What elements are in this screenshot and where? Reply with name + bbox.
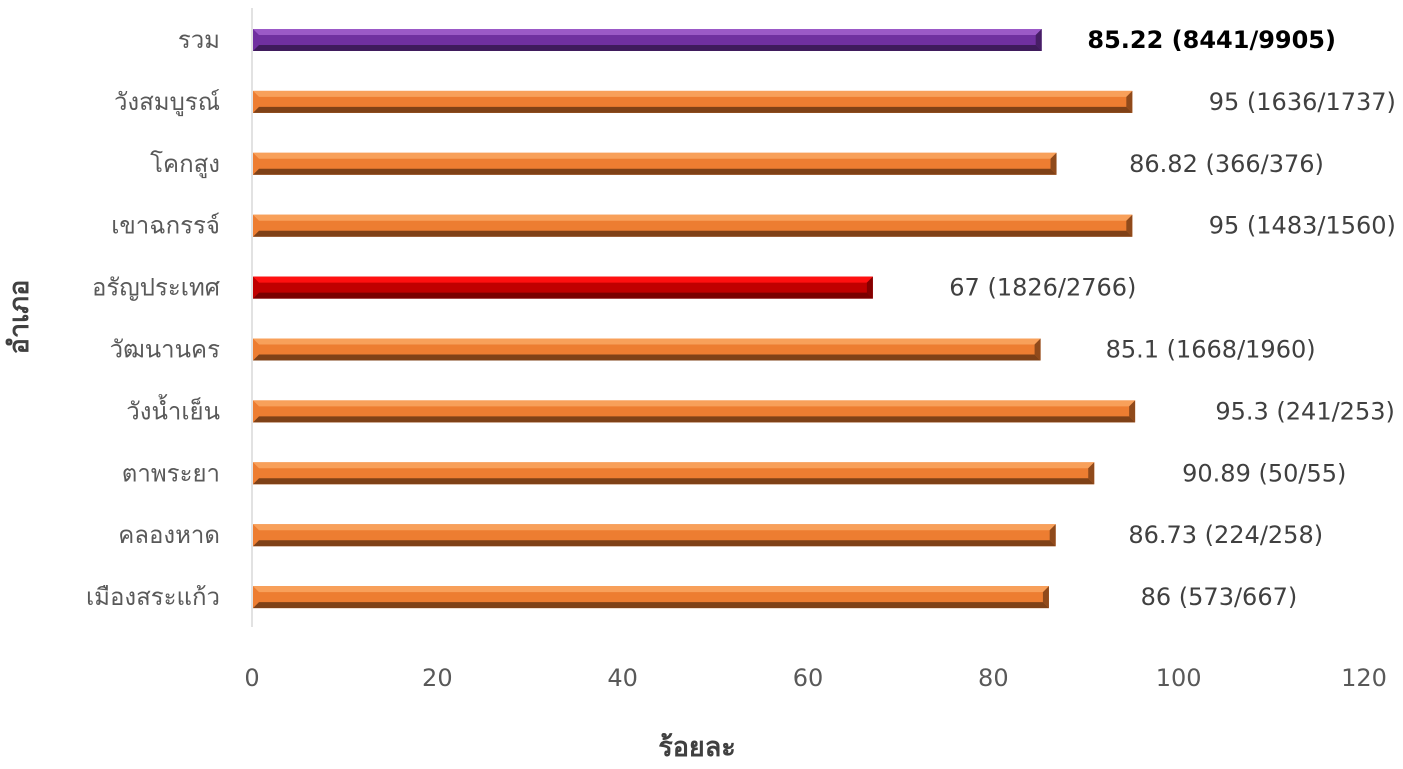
data-label: 85.22 (8441/9905) [1087,26,1336,54]
bar-bevel-bottom [253,478,1095,485]
x-tick-label: 60 [793,664,824,692]
bar [253,214,1133,237]
x-tick-labels: 0 20 40 60 80 100 120 [244,664,1387,692]
category-label: วังน้ำเย็น [126,393,220,425]
category-label: วัฒนานคร [110,336,221,364]
bar-bevel-bottom [253,416,1136,423]
category-label: โคกสูง [150,150,220,179]
bar [253,524,1056,547]
bars-layer [253,29,1136,609]
bar [253,90,1133,113]
bar-bevel-end [1126,214,1133,237]
bar-bevel-top [253,276,873,283]
data-label: 86 (573/667) [1141,583,1298,611]
x-axis-title: ร้อยละ [658,732,736,763]
data-label: 85.1 (1668/1960) [1106,336,1316,364]
bar-bevel-bottom [253,230,1133,237]
bar-bevel-bottom [253,292,873,299]
data-label: 95 (1483/1560) [1209,212,1396,240]
data-labels: 85.22 (8441/9905) 95 (1636/1737) 86.82 (36… [949,26,1396,611]
bar-bevel-end [866,276,873,299]
bar-bevel-bottom [253,168,1057,175]
data-label: 90.89 (50/55) [1182,459,1346,487]
bar-bevel-bottom [253,354,1041,361]
bar-bevel-bottom [253,106,1133,113]
category-label: ตาพระยา [122,459,220,487]
bar-bevel-end [1042,586,1049,609]
bar-bevel-top [253,586,1049,593]
bar [253,338,1041,361]
bar [253,462,1095,485]
bar-bevel-end [1049,524,1056,547]
bar-bevel-end [1050,152,1057,175]
category-labels: รวมวังสมบูรณ์โคกสูงเขาฉกรรจ์อรัญประเทศวั… [86,26,220,611]
bar-bevel-top [253,524,1056,531]
category-label: รวม [178,26,220,54]
bar [253,400,1136,423]
bar-bevel-top [253,400,1136,407]
category-label: วังสมบูรณ์ [114,88,220,117]
data-label: 67 (1826/2766) [949,274,1136,302]
bar-bevel-end [1034,338,1041,361]
x-tick-label: 100 [1156,664,1202,692]
bar [253,152,1057,175]
bar-bevel-top [253,338,1041,345]
bar-bevel-end [1088,462,1095,485]
bar-bevel-top [253,152,1057,159]
bar-bevel-end [1126,90,1133,113]
bar-bevel-bottom [253,602,1049,609]
bar-bevel-top [253,214,1133,221]
bar-bevel-bottom [253,45,1042,51]
bar [253,586,1049,609]
category-label: เขาฉกรรจ์ [111,212,220,240]
bar-bevel-top [253,90,1133,97]
bar [253,29,1042,51]
data-label: 86.82 (366/376) [1129,150,1324,178]
bar-bevel-top [253,462,1095,469]
data-label: 95 (1636/1737) [1209,88,1396,116]
x-tick-label: 80 [978,664,1009,692]
bar [253,276,873,299]
x-tick-label: 0 [244,664,259,692]
bar-bevel-end [1129,400,1136,423]
bar-bevel-bottom [253,540,1056,547]
y-axis-title: อำเภอ [4,280,35,355]
bar-bevel-top [253,29,1042,35]
category-label: คลองหาด [118,521,220,549]
x-tick-label: 120 [1341,664,1387,692]
category-label: เมืองสระแก้ว [86,583,220,611]
x-tick-label: 40 [607,664,638,692]
category-label: อรัญประเทศ [92,274,220,302]
x-tick-label: 20 [422,664,453,692]
bar-bevel-end [1035,29,1042,51]
data-label: 95.3 (241/253) [1215,397,1395,425]
data-label: 86.73 (224/258) [1128,521,1323,549]
